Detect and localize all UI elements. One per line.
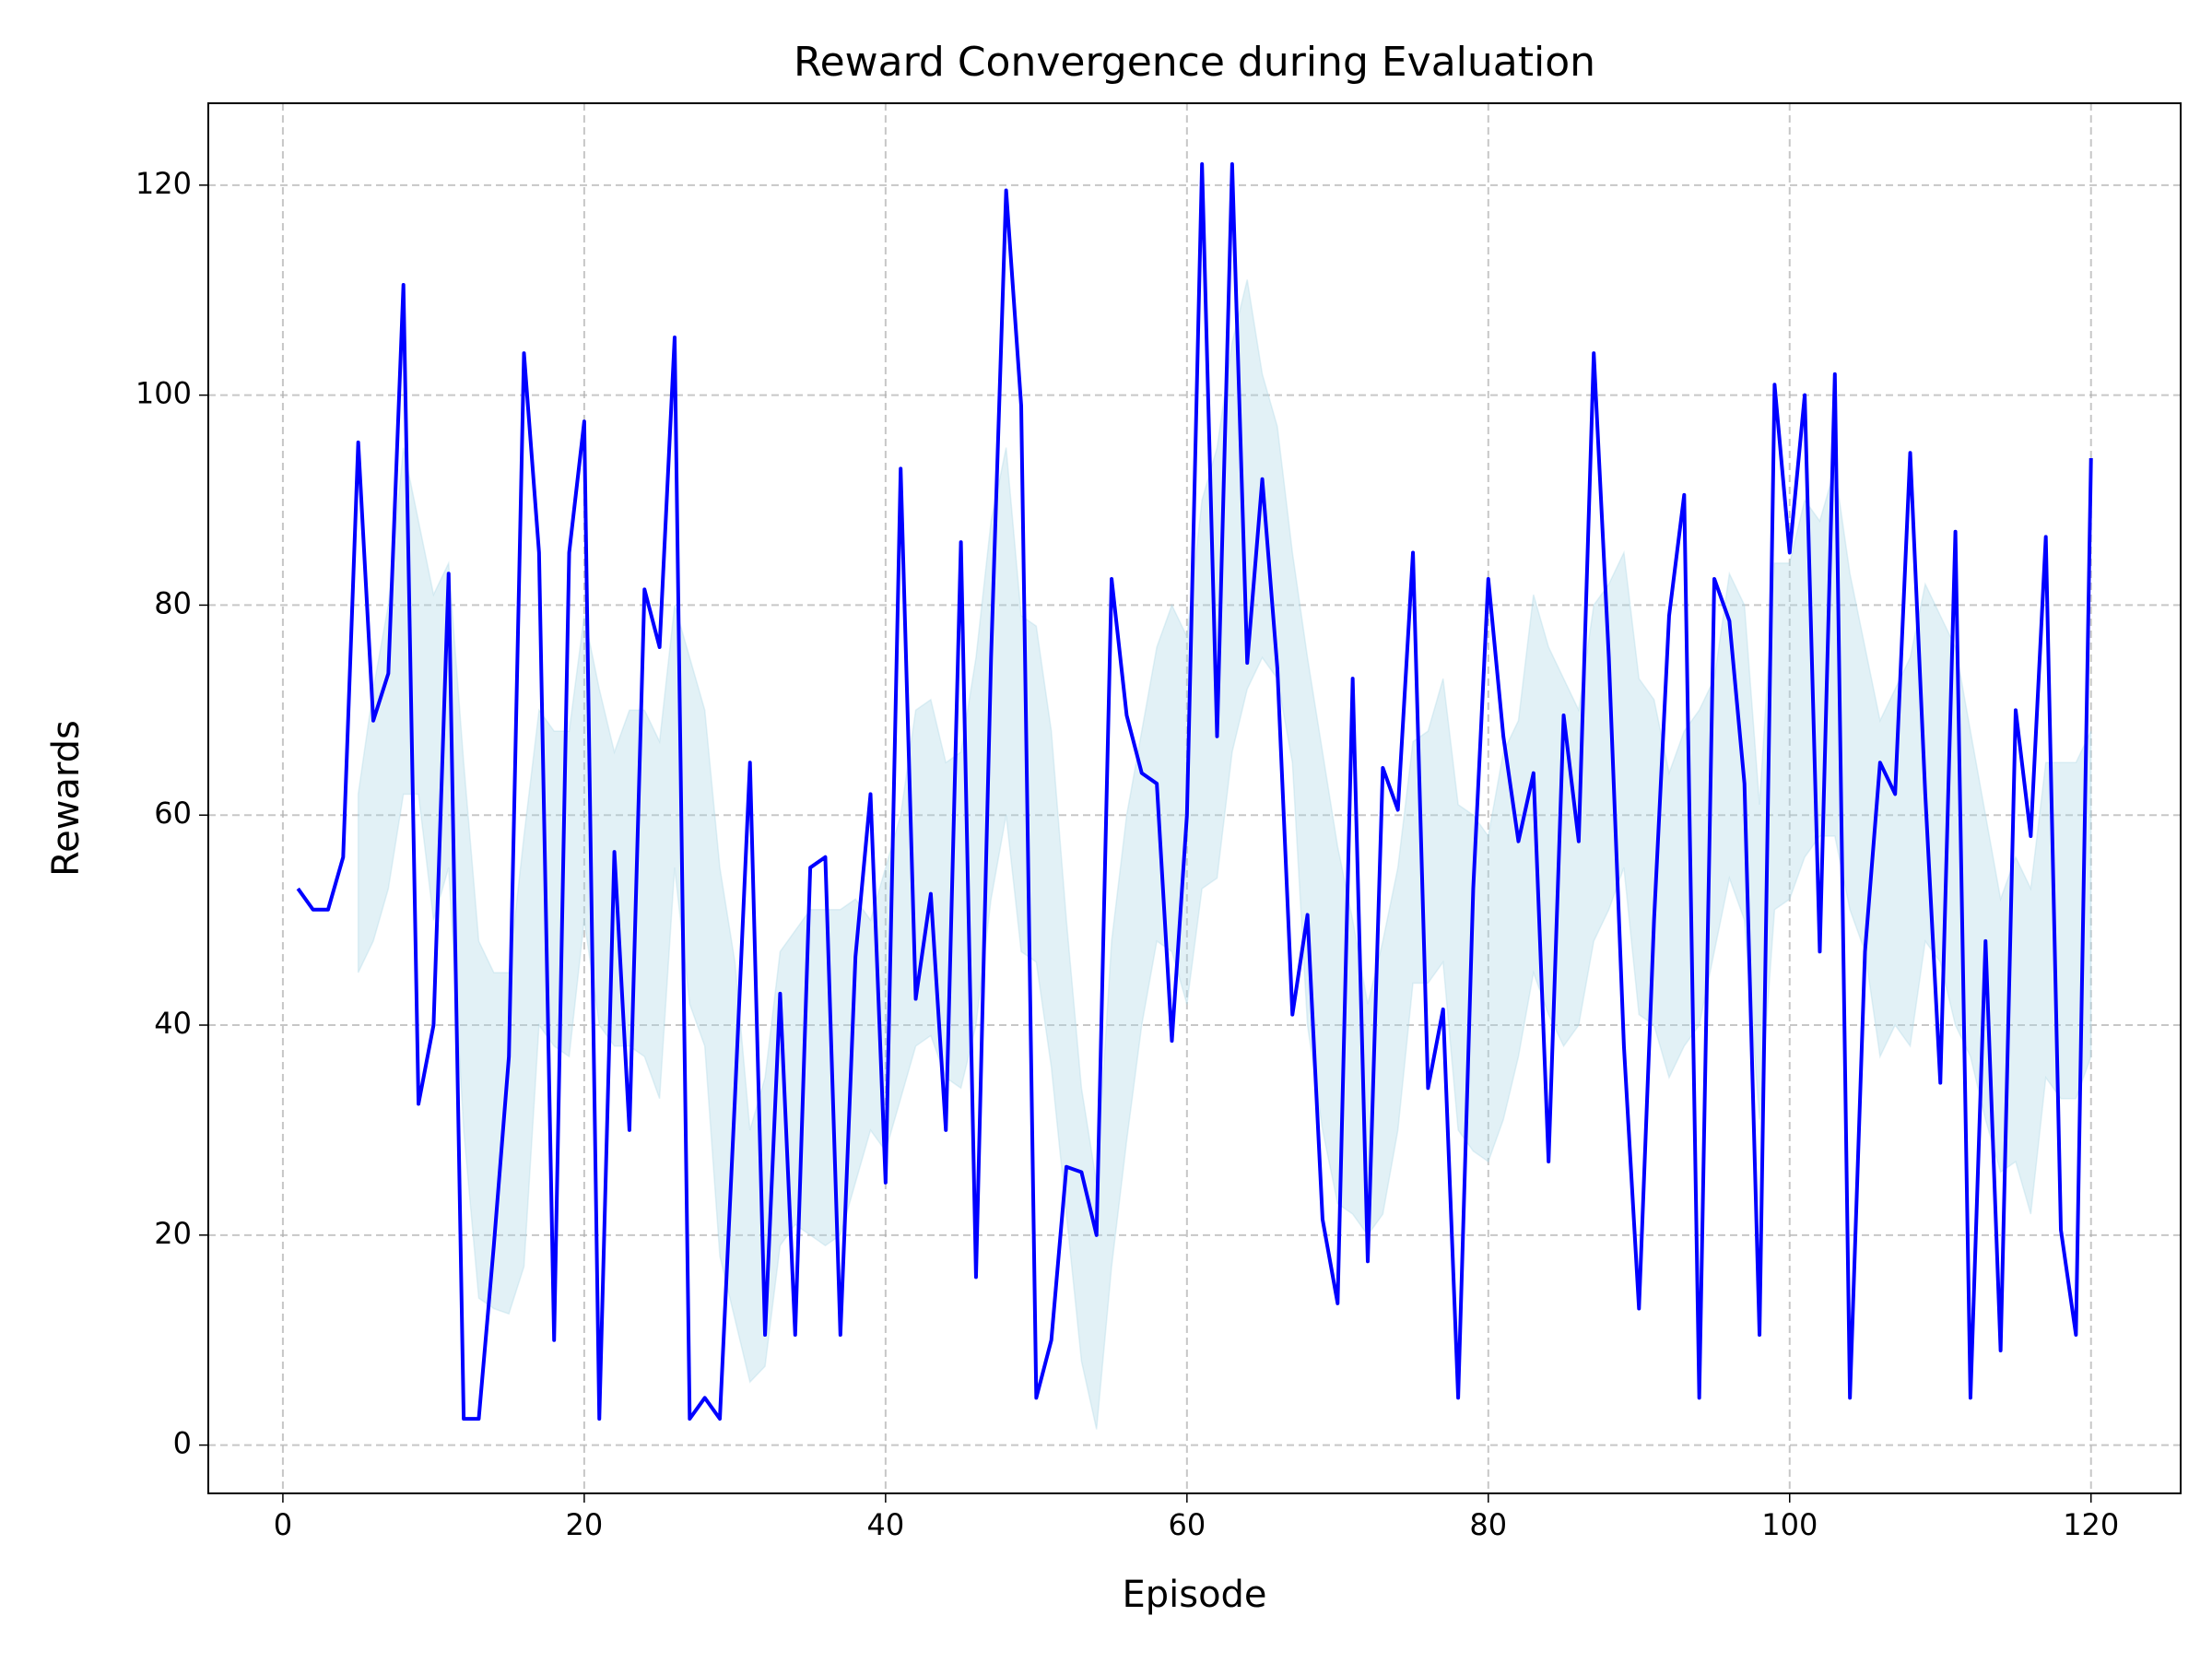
y-tick-label: 100 [135, 376, 192, 411]
x-tick-label: 80 [1469, 1507, 1507, 1542]
x-axis-label: Episode [1122, 1574, 1266, 1616]
y-tick-label: 0 [173, 1426, 192, 1461]
y-tick-label: 120 [135, 166, 192, 201]
y-tick-label: 80 [154, 585, 192, 620]
x-tick-label: 20 [566, 1507, 604, 1542]
y-tick-label: 20 [154, 1216, 192, 1251]
plot-frame [207, 102, 2182, 1494]
chart-title: Reward Convergence during Evaluation [794, 39, 1595, 86]
y-tick-label: 40 [154, 1006, 192, 1041]
x-tick-label: 0 [274, 1507, 292, 1542]
x-tick-label: 40 [866, 1507, 904, 1542]
y-tick-label: 60 [154, 796, 192, 831]
x-tick-label: 120 [2063, 1507, 2119, 1542]
reward-line [296, 162, 2093, 1421]
x-tick-label: 100 [1761, 1507, 1818, 1542]
y-axis-label: Rewards [45, 720, 88, 877]
x-tick-label: 60 [1168, 1507, 1206, 1542]
band-area [357, 279, 2092, 1430]
